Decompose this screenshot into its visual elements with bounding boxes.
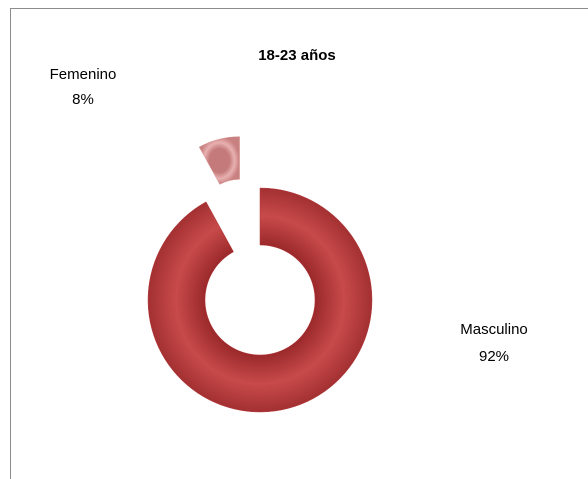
pie-slice [147,187,373,413]
slice-label: Femenino [50,66,117,83]
slice-label: Masculino [460,321,528,338]
slice-value-label: 92% [479,348,509,365]
slice-value-label: 8% [72,91,94,108]
pie-slice [198,136,240,185]
chart-title: 18-23 años [258,47,336,64]
